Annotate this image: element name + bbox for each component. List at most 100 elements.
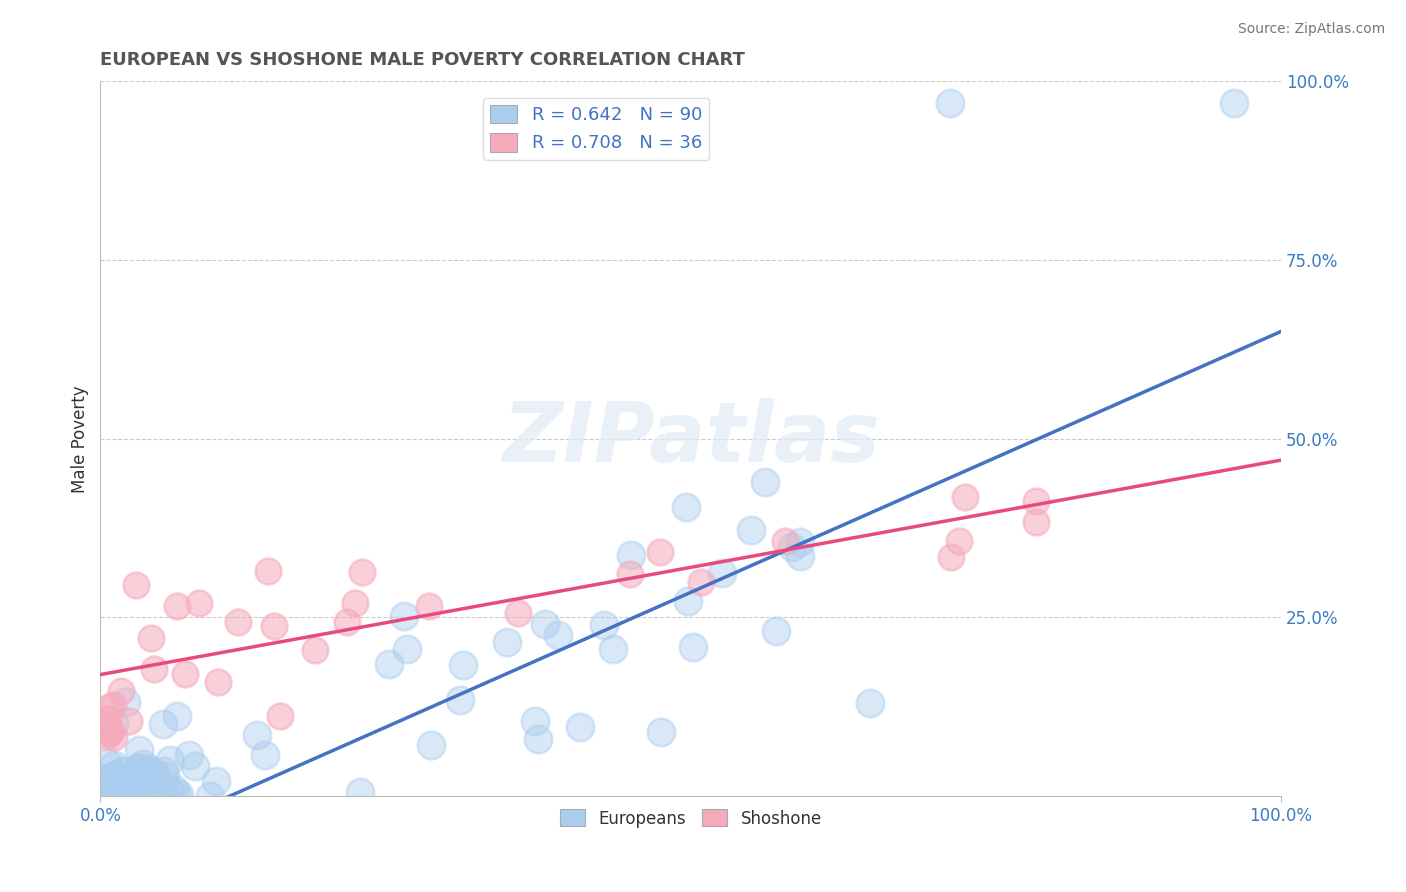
Point	[136, 788, 159, 802]
Point	[141, 631, 163, 645]
Point	[166, 789, 188, 803]
Point	[103, 758, 125, 772]
Point	[103, 715, 125, 730]
Point	[166, 599, 188, 613]
Point	[107, 780, 129, 794]
Point	[100, 786, 122, 800]
Y-axis label: Male Poverty: Male Poverty	[72, 385, 89, 492]
Text: EUROPEAN VS SHOSHONE MALE POVERTY CORRELATION CHART: EUROPEAN VS SHOSHONE MALE POVERTY CORREL…	[100, 51, 745, 69]
Point	[118, 714, 141, 729]
Point	[97, 725, 120, 739]
Point	[343, 596, 366, 610]
Point	[124, 765, 146, 780]
Point	[953, 490, 976, 504]
Point	[114, 695, 136, 709]
Point	[547, 627, 569, 641]
Point	[120, 781, 142, 796]
Point	[619, 567, 641, 582]
Point	[765, 624, 787, 639]
Point	[138, 762, 160, 776]
Point	[1222, 95, 1244, 110]
Point	[96, 717, 118, 731]
Point	[103, 788, 125, 802]
Point	[948, 534, 970, 549]
Point	[754, 475, 776, 489]
Point	[111, 777, 134, 791]
Point	[859, 696, 882, 710]
Point	[103, 730, 125, 744]
Point	[110, 787, 132, 801]
Point	[122, 768, 145, 782]
Point	[246, 728, 269, 742]
Point	[690, 575, 713, 590]
Point	[98, 777, 121, 791]
Point	[114, 771, 136, 785]
Point	[451, 657, 474, 672]
Point	[132, 757, 155, 772]
Point	[226, 615, 249, 629]
Point	[163, 782, 186, 797]
Point	[682, 640, 704, 655]
Point	[97, 712, 120, 726]
Point	[122, 777, 145, 791]
Point	[524, 714, 547, 729]
Point	[392, 609, 415, 624]
Text: Source: ZipAtlas.com: Source: ZipAtlas.com	[1237, 22, 1385, 37]
Point	[111, 783, 134, 797]
Point	[103, 698, 125, 712]
Point	[111, 764, 134, 778]
Point	[420, 738, 443, 752]
Point	[96, 771, 118, 785]
Point	[620, 548, 643, 562]
Point	[496, 635, 519, 649]
Point	[143, 772, 166, 786]
Point	[143, 768, 166, 782]
Point	[205, 774, 228, 789]
Point	[128, 743, 150, 757]
Point	[184, 758, 207, 772]
Point	[780, 541, 803, 555]
Point	[1025, 494, 1047, 508]
Point	[395, 642, 418, 657]
Point	[142, 764, 165, 779]
Point	[257, 564, 280, 578]
Point	[335, 615, 357, 630]
Point	[159, 752, 181, 766]
Point	[167, 787, 190, 801]
Point	[129, 776, 152, 790]
Point	[153, 764, 176, 778]
Point	[349, 785, 371, 799]
Point	[1025, 515, 1047, 529]
Point	[104, 768, 127, 782]
Point	[710, 566, 733, 580]
Point	[100, 770, 122, 784]
Point	[263, 618, 285, 632]
Point	[207, 675, 229, 690]
Point	[650, 725, 672, 739]
Point	[174, 667, 197, 681]
Point	[418, 599, 440, 614]
Point	[98, 699, 121, 714]
Point	[96, 729, 118, 743]
Point	[602, 642, 624, 657]
Point	[773, 533, 796, 548]
Point	[114, 780, 136, 795]
Point	[253, 747, 276, 762]
Point	[177, 748, 200, 763]
Point	[100, 725, 122, 739]
Point	[166, 709, 188, 723]
Point	[939, 550, 962, 565]
Point	[304, 643, 326, 657]
Point	[125, 775, 148, 789]
Point	[114, 779, 136, 793]
Point	[450, 693, 472, 707]
Point	[527, 732, 550, 747]
Point	[593, 617, 616, 632]
Point	[105, 786, 128, 800]
Point	[118, 781, 141, 796]
Point	[127, 761, 149, 775]
Point	[94, 774, 117, 789]
Point	[157, 782, 180, 797]
Point	[188, 596, 211, 610]
Point	[124, 764, 146, 779]
